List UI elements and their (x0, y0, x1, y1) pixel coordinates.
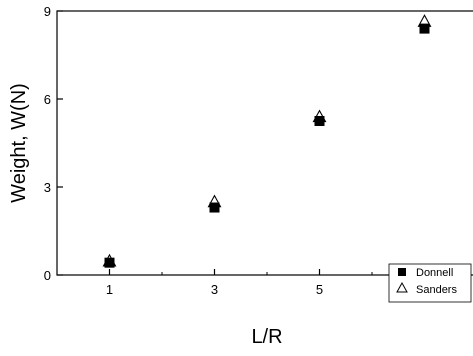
y-axis-label: Weight, W(N) (8, 83, 30, 203)
x-tick-label: 5 (316, 282, 323, 297)
legend-marker-donnell (398, 268, 406, 276)
y-tick-label: 3 (44, 180, 51, 195)
donnell-point (104, 257, 115, 268)
donnell-point (209, 202, 220, 213)
x-axis-label: L/R (251, 326, 282, 348)
data-points (102, 14, 432, 268)
x-tick-label: 1 (106, 282, 113, 297)
legend: Donnell Sanders (388, 263, 472, 303)
y-tick-label: 6 (44, 92, 51, 107)
donnell-point (314, 116, 325, 126)
legend-label-sanders: Sanders (416, 284, 457, 296)
y-axis-ticks: 0 3 6 9 (44, 4, 63, 283)
plot-frame (56, 10, 473, 276)
legend-label-donnell: Donnell (416, 267, 453, 279)
donnell-point (419, 23, 430, 34)
y-tick-label: 9 (44, 4, 51, 19)
legend-marker-sanders (396, 281, 408, 293)
y-tick-label: 0 (44, 268, 51, 283)
x-tick-label: 3 (211, 282, 218, 297)
x-axis-ticks: 1357 (106, 269, 428, 297)
